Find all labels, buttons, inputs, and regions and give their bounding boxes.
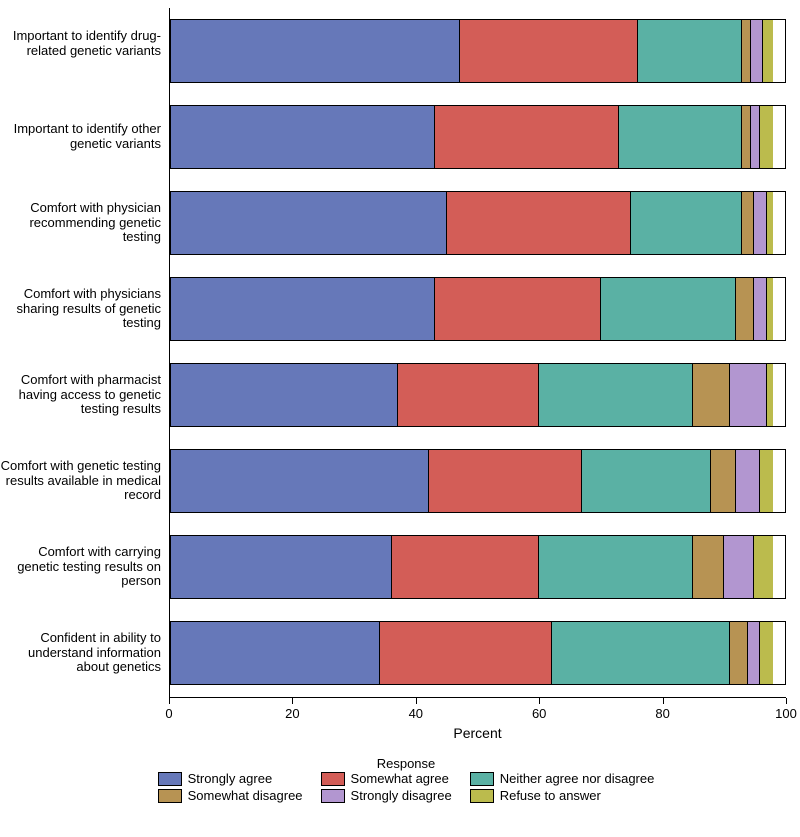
bar-row (170, 535, 786, 599)
bar-segment-neither (539, 536, 693, 598)
bar-segment-strongly-disagree (754, 192, 766, 254)
bar-segment-strongly-agree (171, 622, 380, 684)
legend: Response Strongly agree Somewhat agree Nei… (106, 756, 706, 803)
bar-segment-somewhat-disagree (693, 536, 724, 598)
bar-segment-strongly-disagree (751, 106, 760, 168)
legend-swatch (158, 789, 182, 803)
bar-row (170, 449, 786, 513)
bar-segment-refuse (763, 20, 772, 82)
bar-segment-somewhat-agree (435, 278, 601, 340)
y-axis-label: Important to identify drug-related genet… (0, 29, 161, 59)
bar-segment-strongly-agree (171, 450, 429, 512)
bar-segment-neither (619, 106, 742, 168)
x-axis-tick (786, 698, 787, 704)
bar-segment-neither (539, 364, 693, 426)
bar-segment-somewhat-disagree (693, 364, 730, 426)
legend-label: Refuse to answer (500, 788, 601, 803)
legend-item-neither: Neither agree nor disagree (470, 771, 655, 786)
y-axis-label: Comfort with physician recommending gene… (0, 201, 161, 246)
bar-segment-strongly-agree (171, 536, 392, 598)
x-axis-tick (416, 698, 417, 704)
y-axis-label: Comfort with pharmacist having access to… (0, 373, 161, 418)
legend-title: Response (106, 756, 706, 771)
bar-segment-somewhat-agree (460, 20, 638, 82)
bar-segment-somewhat-agree (380, 622, 552, 684)
bar-segment-neither (552, 622, 730, 684)
legend-label: Strongly agree (188, 771, 273, 786)
y-axis-label: Comfort with carrying genetic testing re… (0, 545, 161, 590)
bar-segment-somewhat-disagree (711, 450, 736, 512)
bar-segment-strongly-disagree (751, 20, 763, 82)
y-axis-label: Confident in ability to understand infor… (0, 631, 161, 676)
bar-segment-strongly-agree (171, 278, 435, 340)
y-axis-label: Comfort with physicians sharing results … (0, 287, 161, 332)
legend-item-somewhat-agree: Somewhat agree (321, 771, 452, 786)
bar-segment-neither (631, 192, 742, 254)
x-axis-tick-label: 20 (272, 706, 312, 721)
bar-segment-somewhat-disagree (742, 192, 754, 254)
bar-segment-somewhat-agree (447, 192, 631, 254)
bar-segment-somewhat-disagree (736, 278, 754, 340)
legend-swatch (470, 789, 494, 803)
bar-segment-somewhat-agree (392, 536, 539, 598)
bar-row (170, 191, 786, 255)
bar-segment-somewhat-disagree (730, 622, 748, 684)
bar-segment-strongly-agree (171, 364, 398, 426)
y-axis-label: Important to identify other genetic vari… (0, 122, 161, 152)
legend-item-somewhat-disagree: Somewhat disagree (158, 788, 303, 803)
bar-segment-neither (638, 20, 742, 82)
bar-row (170, 19, 786, 83)
bar-segment-refuse (754, 536, 772, 598)
bar-segment-refuse (767, 278, 773, 340)
bar-row (170, 277, 786, 341)
bar-segment-strongly-agree (171, 192, 447, 254)
legend-label: Strongly disagree (351, 788, 452, 803)
x-axis-tick-label: 0 (149, 706, 189, 721)
bar-segment-neither (601, 278, 736, 340)
bar-segment-somewhat-disagree (742, 106, 751, 168)
bar-segment-refuse (760, 622, 772, 684)
legend-item-strongly-disagree: Strongly disagree (321, 788, 452, 803)
legend-swatch (321, 789, 345, 803)
bar-segment-refuse (760, 450, 772, 512)
x-axis-tick-label: 60 (519, 706, 559, 721)
x-axis-tick (292, 698, 293, 704)
bar-row (170, 363, 786, 427)
bar-segment-somewhat-agree (398, 364, 539, 426)
bar-segment-somewhat-agree (435, 106, 619, 168)
bar-row (170, 105, 786, 169)
legend-item-strongly-agree: Strongly agree (158, 771, 303, 786)
legend-swatch (470, 772, 494, 786)
bar-row (170, 621, 786, 685)
bar-segment-neither (582, 450, 711, 512)
bar-segment-strongly-disagree (730, 364, 767, 426)
x-axis-tick-label: 80 (643, 706, 683, 721)
bar-segment-strongly-disagree (736, 450, 761, 512)
x-axis-tick (539, 698, 540, 704)
legend-label: Neither agree nor disagree (500, 771, 655, 786)
x-axis-tick-label: 40 (396, 706, 436, 721)
legend-swatch (321, 772, 345, 786)
bar-segment-refuse (767, 364, 773, 426)
y-axis-label: Comfort with genetic testing results ava… (0, 459, 161, 504)
bar-segment-refuse (760, 106, 772, 168)
bar-segment-strongly-agree (171, 20, 460, 82)
bar-segment-somewhat-disagree (742, 20, 751, 82)
bar-segment-somewhat-agree (429, 450, 583, 512)
x-axis-tick (169, 698, 170, 704)
x-axis-title: Percent (169, 725, 786, 741)
x-axis-tick-label: 100 (766, 706, 800, 721)
bar-segment-strongly-disagree (724, 536, 755, 598)
bar-segment-refuse (767, 192, 773, 254)
legend-label: Somewhat disagree (188, 788, 303, 803)
legend-item-refuse: Refuse to answer (470, 788, 655, 803)
x-axis-tick (663, 698, 664, 704)
legend-swatch (158, 772, 182, 786)
bar-segment-strongly-disagree (748, 622, 760, 684)
bar-segment-strongly-disagree (754, 278, 766, 340)
legend-label: Somewhat agree (351, 771, 449, 786)
plot-area (169, 8, 786, 698)
bar-segment-strongly-agree (171, 106, 435, 168)
